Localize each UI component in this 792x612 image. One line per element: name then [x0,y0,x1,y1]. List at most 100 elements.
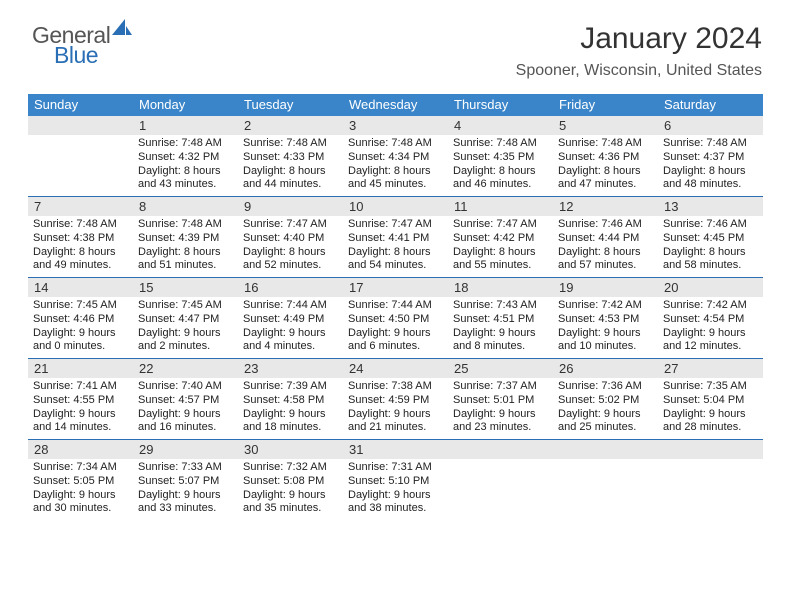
day-sunrise: Sunrise: 7:47 AM [348,218,443,232]
day-day: Daylight: 8 hours [453,165,548,179]
day-number: 27 [658,359,763,378]
day-cell: 1Sunrise: 7:48 AMSunset: 4:32 PMDaylight… [133,116,238,196]
day-sunrise: Sunrise: 7:48 AM [138,218,233,232]
dow-wednesday: Wednesday [343,94,448,116]
day-body: Sunrise: 7:43 AMSunset: 4:51 PMDaylight:… [448,297,553,358]
day-body: Sunrise: 7:41 AMSunset: 4:55 PMDaylight:… [28,378,133,439]
day-body [658,459,763,517]
day-day2: and 8 minutes. [453,340,548,354]
day-day2: and 0 minutes. [33,340,128,354]
day-day2: and 45 minutes. [348,178,443,192]
day-body: Sunrise: 7:48 AMSunset: 4:36 PMDaylight:… [553,135,658,196]
day-day: Daylight: 9 hours [348,489,443,503]
day-cell: 12Sunrise: 7:46 AMSunset: 4:44 PMDayligh… [553,197,658,277]
day-day: Daylight: 8 hours [558,165,653,179]
day-day2: and 49 minutes. [33,259,128,273]
day-sunrise: Sunrise: 7:41 AM [33,380,128,394]
day-day: Daylight: 9 hours [348,327,443,341]
day-day: Daylight: 9 hours [138,489,233,503]
page-subtitle: Spooner, Wisconsin, United States [516,62,762,80]
day-day: Daylight: 8 hours [453,246,548,260]
day-sunset: Sunset: 4:37 PM [663,151,758,165]
day-number: 28 [28,440,133,459]
day-day2: and 14 minutes. [33,421,128,435]
day-sunrise: Sunrise: 7:48 AM [453,137,548,151]
day-body: Sunrise: 7:44 AMSunset: 4:49 PMDaylight:… [238,297,343,358]
day-cell: 20Sunrise: 7:42 AMSunset: 4:54 PMDayligh… [658,278,763,358]
day-body: Sunrise: 7:38 AMSunset: 4:59 PMDaylight:… [343,378,448,439]
day-day: Daylight: 9 hours [558,327,653,341]
day-number: 23 [238,359,343,378]
day-sunset: Sunset: 4:49 PM [243,313,338,327]
day-number: 8 [133,197,238,216]
day-day2: and 23 minutes. [453,421,548,435]
weeks-container: 1Sunrise: 7:48 AMSunset: 4:32 PMDaylight… [28,116,763,520]
day-sunset: Sunset: 4:41 PM [348,232,443,246]
day-sunset: Sunset: 4:59 PM [348,394,443,408]
dow-friday: Friday [553,94,658,116]
day-body: Sunrise: 7:36 AMSunset: 5:02 PMDaylight:… [553,378,658,439]
day-sunrise: Sunrise: 7:46 AM [558,218,653,232]
day-day: Daylight: 8 hours [243,165,338,179]
day-body: Sunrise: 7:42 AMSunset: 4:54 PMDaylight:… [658,297,763,358]
day-sunrise: Sunrise: 7:32 AM [243,461,338,475]
day-day2: and 47 minutes. [558,178,653,192]
day-cell: 7Sunrise: 7:48 AMSunset: 4:38 PMDaylight… [28,197,133,277]
day-body: Sunrise: 7:47 AMSunset: 4:41 PMDaylight:… [343,216,448,277]
dow-monday: Monday [133,94,238,116]
day-sunset: Sunset: 5:10 PM [348,475,443,489]
day-sunrise: Sunrise: 7:46 AM [663,218,758,232]
day-body: Sunrise: 7:45 AMSunset: 4:47 PMDaylight:… [133,297,238,358]
day-number: 26 [553,359,658,378]
day-sunset: Sunset: 4:40 PM [243,232,338,246]
day-day2: and 57 minutes. [558,259,653,273]
day-day2: and 30 minutes. [33,502,128,516]
day-cell: 29Sunrise: 7:33 AMSunset: 5:07 PMDayligh… [133,440,238,520]
day-day2: and 52 minutes. [243,259,338,273]
day-cell: 13Sunrise: 7:46 AMSunset: 4:45 PMDayligh… [658,197,763,277]
day-number: 10 [343,197,448,216]
day-day2: and 46 minutes. [453,178,548,192]
day-body: Sunrise: 7:48 AMSunset: 4:32 PMDaylight:… [133,135,238,196]
day-sunset: Sunset: 4:35 PM [453,151,548,165]
day-sunrise: Sunrise: 7:44 AM [243,299,338,313]
day-day2: and 55 minutes. [453,259,548,273]
day-number: 2 [238,116,343,135]
day-number: 9 [238,197,343,216]
day-day: Daylight: 8 hours [138,165,233,179]
day-cell: 23Sunrise: 7:39 AMSunset: 4:58 PMDayligh… [238,359,343,439]
day-day: Daylight: 9 hours [138,408,233,422]
day-body: Sunrise: 7:42 AMSunset: 4:53 PMDaylight:… [553,297,658,358]
day-number: 20 [658,278,763,297]
day-sunset: Sunset: 4:46 PM [33,313,128,327]
day-sunrise: Sunrise: 7:48 AM [138,137,233,151]
day-sunrise: Sunrise: 7:47 AM [243,218,338,232]
day-day2: and 16 minutes. [138,421,233,435]
day-number: 18 [448,278,553,297]
day-body: Sunrise: 7:39 AMSunset: 4:58 PMDaylight:… [238,378,343,439]
day-sunset: Sunset: 5:05 PM [33,475,128,489]
day-body [448,459,553,517]
day-cell: 6Sunrise: 7:48 AMSunset: 4:37 PMDaylight… [658,116,763,196]
day-day2: and 54 minutes. [348,259,443,273]
day-day: Daylight: 9 hours [33,327,128,341]
day-sunset: Sunset: 4:57 PM [138,394,233,408]
day-sunset: Sunset: 4:33 PM [243,151,338,165]
day-number: 17 [343,278,448,297]
day-day2: and 4 minutes. [243,340,338,354]
day-cell: 21Sunrise: 7:41 AMSunset: 4:55 PMDayligh… [28,359,133,439]
day-number: 4 [448,116,553,135]
day-sunset: Sunset: 5:02 PM [558,394,653,408]
day-sunrise: Sunrise: 7:35 AM [663,380,758,394]
day-day2: and 10 minutes. [558,340,653,354]
day-number: 29 [133,440,238,459]
day-body: Sunrise: 7:35 AMSunset: 5:04 PMDaylight:… [658,378,763,439]
day-day2: and 43 minutes. [138,178,233,192]
day-day2: and 12 minutes. [663,340,758,354]
day-sunset: Sunset: 5:08 PM [243,475,338,489]
day-sunset: Sunset: 4:54 PM [663,313,758,327]
day-sunrise: Sunrise: 7:48 AM [663,137,758,151]
day-day: Daylight: 9 hours [138,327,233,341]
day-number [658,440,763,459]
logo-sail-icon [112,19,132,40]
